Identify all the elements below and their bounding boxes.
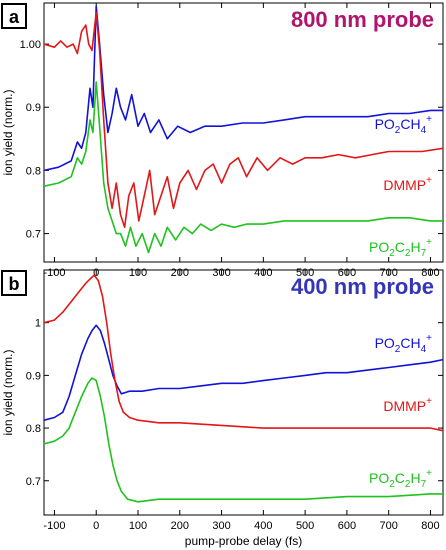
y-axis-label: ion yield (norm.) xyxy=(1,89,15,175)
x-tick-label: 0 xyxy=(93,520,99,532)
x-tick-label: 100 xyxy=(129,520,147,532)
panel-label-box xyxy=(1,270,27,296)
chart-panel-b: -100 0 100 200 300 400 500 600 700 800 0.7 0.8 0.9 1 i… xyxy=(1,269,444,548)
y-tick-label: 0.7 xyxy=(26,229,41,241)
series-line xyxy=(43,377,443,503)
panel-label-box xyxy=(1,3,27,29)
plot-frame xyxy=(43,2,444,263)
chart-panel-a: -10001002003004005006007008000.70.80.91.… xyxy=(1,2,444,279)
series-label: PO2C2H7+ xyxy=(369,468,432,490)
x-tick-label: 200 xyxy=(171,520,189,532)
y-tick-label: 0.9 xyxy=(26,370,41,382)
series-label: PO2C2H7+ xyxy=(369,237,432,259)
series-line xyxy=(43,274,444,432)
series-label: PO2CH4+ xyxy=(375,333,433,355)
panel-title: 400 nm probe xyxy=(291,274,434,299)
y-tick-label: 0.8 xyxy=(26,423,41,435)
x-tick-label: 400 xyxy=(254,520,272,532)
y-tick-label: 1.00 xyxy=(20,39,41,51)
plot-frame xyxy=(43,269,444,516)
panel-label: a xyxy=(9,7,20,27)
y-axis-label: ion yield (norm.) xyxy=(1,349,15,435)
series-line xyxy=(43,324,444,421)
panel-title: 800 nm probe xyxy=(291,7,434,32)
x-tick-label: 500 xyxy=(296,520,314,532)
series-label: PO2CH4+ xyxy=(375,114,433,136)
x-tick-label: 600 xyxy=(338,520,356,532)
series-label: DMMP+ xyxy=(383,175,432,193)
y-tick-label: 0.7 xyxy=(26,476,41,488)
panel-label: b xyxy=(9,274,20,294)
x-tick-label: -100 xyxy=(43,520,65,532)
x-tick-label: 300 xyxy=(212,520,230,532)
series-line xyxy=(43,5,443,172)
x-tick-label: 800 xyxy=(421,520,439,532)
y-tick-label: 1 xyxy=(35,318,41,330)
x-tick-label: 700 xyxy=(380,520,398,532)
y-tick-label: 0.9 xyxy=(26,102,41,114)
series-line xyxy=(43,11,444,229)
series-label: DMMP+ xyxy=(383,396,432,414)
x-axis-label: pump-probe delay (fs) xyxy=(185,534,302,548)
series-line xyxy=(43,81,443,254)
y-tick-label: 0.8 xyxy=(26,165,41,177)
